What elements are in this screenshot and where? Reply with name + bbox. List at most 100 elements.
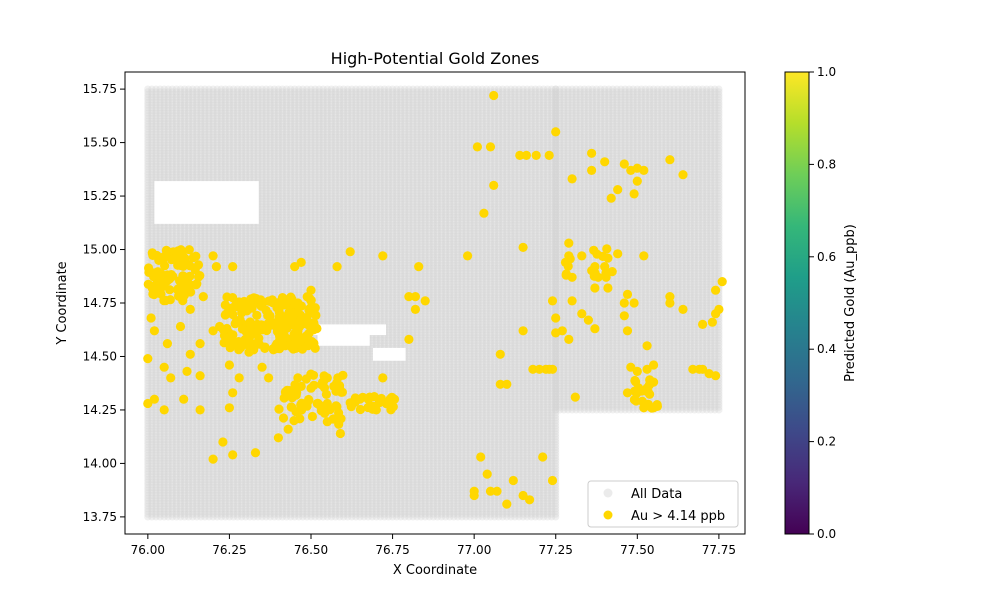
all-data-point [144,155,152,163]
all-data-point [144,221,152,230]
all-data-point [148,179,156,187]
all-data-point [148,168,156,176]
all-data-point [148,387,156,395]
all-data-point [148,219,156,227]
all-data-point [144,125,152,133]
all-data-point [144,302,152,310]
all-data-point [148,299,156,307]
all-data-point [144,205,152,213]
all-data-point [148,173,156,181]
all-data-point [148,139,156,147]
all-data-point [144,414,152,422]
all-data-point [144,216,152,224]
all-data-point [144,192,152,200]
all-data-point [144,93,152,101]
all-data-point [144,406,152,414]
all-data-point [148,368,156,377]
all-data-point [148,152,156,160]
all-data-point [144,168,152,176]
all-data-point [144,232,152,240]
all-data-point [144,114,152,123]
all-data-point [144,104,152,112]
all-data-point [144,195,152,203]
all-data-point [148,149,156,157]
all-data-point [144,419,152,427]
all-data-point [144,385,152,393]
all-data-point [144,229,152,238]
all-data-point [148,144,156,152]
all-data-point [148,478,156,486]
all-data-point [144,200,152,208]
all-data-point [144,497,152,505]
all-data-point [144,240,152,248]
all-data-point [144,106,152,115]
all-data-point [144,304,152,312]
all-data-point [144,331,152,339]
all-data-point [144,336,152,344]
all-data-point [144,507,152,516]
all-data-point [148,227,156,235]
all-data-point [144,449,152,457]
all-data-point [144,435,152,443]
all-data-point [144,224,152,232]
all-data-point [148,467,156,475]
all-data-point [148,131,156,139]
all-data-point [144,184,152,192]
all-data-point [144,208,152,216]
all-data-point [148,120,156,128]
all-data-point [144,417,152,425]
all-data-point [148,101,156,109]
all-data-point [144,165,152,173]
all-data-point [144,481,152,489]
all-data-point [148,155,156,163]
all-data-point [144,179,152,187]
all-data-point [144,88,152,96]
all-data-point [148,363,156,371]
all-data-point [148,147,156,155]
all-data-point [148,366,156,374]
all-data-point [144,465,152,473]
all-data-point [148,195,156,203]
all-data-point [144,446,152,454]
all-data-point [144,368,152,377]
chart-title: High-Potential Gold Zones [331,49,540,68]
all-data-point [148,189,156,197]
all-data-point [144,382,152,390]
all-data-point [148,483,156,492]
all-data-point [144,459,152,467]
all-data-point [148,465,156,473]
all-data-point [144,462,152,470]
all-data-point [148,385,156,393]
all-data-point [144,390,152,398]
all-data-point [148,211,156,219]
all-data-point [144,475,152,484]
all-data-point [148,342,156,350]
all-data-point [144,90,152,99]
all-data-point [144,144,152,152]
all-data-point [148,237,156,246]
all-data-point [148,171,156,179]
all-data-point [144,393,152,401]
all-data-point [144,486,152,494]
all-data-point [148,320,156,328]
all-data-point [148,112,156,120]
all-data-point [144,296,152,304]
all-data-point [148,133,156,141]
all-data-point [148,422,156,430]
all-data-point [148,114,156,123]
all-data-point [148,435,156,443]
all-data-point [144,320,152,328]
all-data-point [144,197,152,205]
all-data-point [144,152,152,160]
plot-area [124,71,746,535]
all-data-point [148,425,156,433]
all-data-point [148,462,156,470]
all-data-point [144,366,152,374]
all-data-point [144,374,152,382]
all-data-point [144,328,152,336]
all-data-point [144,237,152,246]
all-data-point [144,160,152,168]
all-data-point [148,414,156,422]
all-data-point [144,478,152,486]
